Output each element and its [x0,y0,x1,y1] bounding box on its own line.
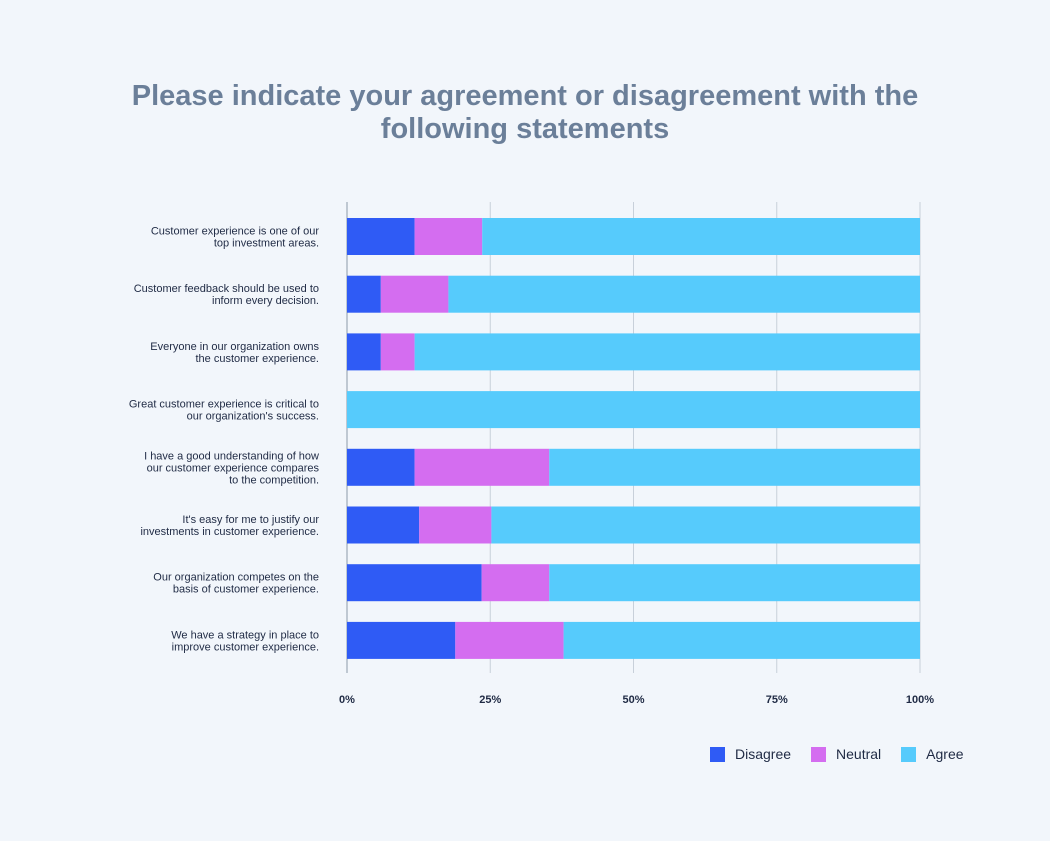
bar-disagree-8 [347,621,456,659]
bar-neutral-8 [455,621,564,659]
category-label-line: Great customer experience is critical to [129,399,319,411]
legend-label-neutral: Neutral [836,746,882,762]
chart-title-line-1: Please indicate your agreement or disagr… [131,80,919,112]
category-label-line: I have a good understanding of how [144,450,319,462]
category-label-line: top investment areas. [214,238,319,250]
bar-agree-7 [549,564,920,602]
legend-label-disagree: Disagree [735,746,792,762]
category-label-line: investments in customer experience. [140,526,319,538]
category-label-line: our customer experience compares [147,462,320,474]
bar-agree-8 [563,621,920,659]
category-label-7: Our organization competes on the basis of… [153,572,319,596]
bar-disagree-1 [347,218,415,255]
bar-agree-4 [347,391,920,429]
bar-agree-2 [448,275,920,313]
legend-item-neutral: Neutral [811,746,881,762]
category-label-2: Customer feedback should be used to infor… [134,283,319,307]
bar-neutral-2 [380,275,449,313]
chart-title: Please indicate your agreement or disagr… [0,80,1050,146]
bar-neutral-1 [414,218,483,255]
bar-agree-1 [482,218,920,255]
bar-agree-3 [414,333,920,371]
category-label-line: our organization's success. [187,411,319,423]
x-tick-label-25: 25% [479,694,501,706]
bar-disagree-6 [347,506,420,544]
bar-disagree-7 [347,564,482,602]
chart-title-line-2: following statements [380,113,670,145]
bar-neutral-3 [380,333,415,371]
category-label-line: improve customer experience. [172,641,319,653]
category-label-line: We have a strategy in place to [171,629,319,641]
category-label-line: Our organization competes on the [153,572,319,584]
x-tick-label-0: 0% [339,694,355,706]
chart-legend: Disagree Neutral Agree [710,746,964,762]
category-label-4: Great customer experience is critical to… [129,399,319,423]
bar-agree-6 [491,506,920,544]
category-label-5: I have a good understanding of how our cu… [144,450,319,486]
bar-disagree-2 [347,275,381,313]
category-label-line: basis of customer experience. [173,584,319,596]
bar-disagree-3 [347,333,381,371]
bar-agree-5 [549,448,920,486]
category-label-1: Customer experience is one of our top inv… [151,226,319,250]
bar-neutral-6 [419,506,492,544]
legend-item-agree: Agree [901,746,964,762]
bar-neutral-7 [481,564,550,602]
legend-swatch-disagree [710,746,725,762]
bar-disagree-5 [347,448,415,486]
x-tick-label-50: 50% [622,694,644,706]
category-label-line: Customer experience is one of our [151,226,319,238]
category-label-line: Everyone in our organization owns [150,341,319,353]
category-label-line: the customer experience. [195,353,319,365]
category-label-line: Customer feedback should be used to [134,283,319,295]
category-label-3: Everyone in our organization owns the cus… [150,341,319,365]
category-label-8: We have a strategy in place to improve cu… [171,629,319,653]
bar-neutral-5 [414,448,550,486]
category-label-line: to the competition. [229,474,319,486]
category-label-6: It's easy for me to justify our investmen… [140,514,319,538]
category-label-line: inform every decision. [212,295,319,307]
category-label-line: It's easy for me to justify our [182,514,319,526]
legend-swatch-neutral [811,746,827,762]
legend-swatch-agree [901,746,917,762]
x-tick-label-100: 100% [906,694,934,706]
legend-item-disagree: Disagree [710,746,791,762]
x-tick-label-75: 75% [766,694,788,706]
legend-label-agree: Agree [926,746,964,762]
